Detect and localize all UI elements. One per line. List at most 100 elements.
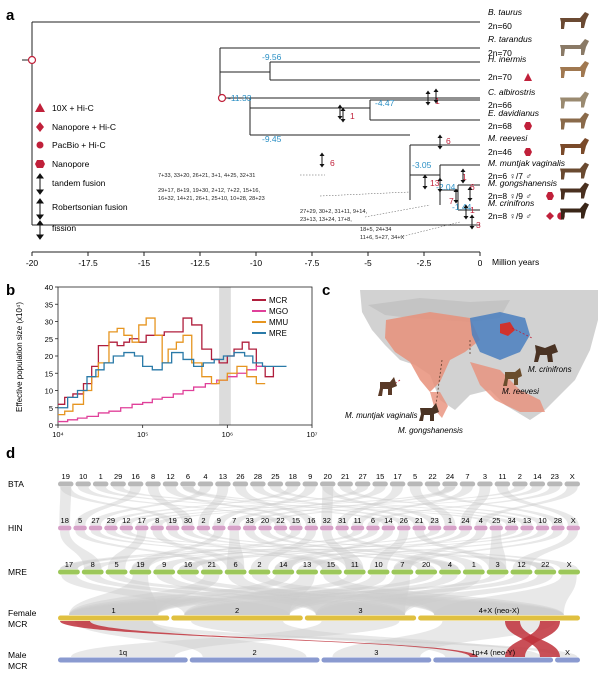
chromosome-bar (127, 481, 144, 487)
synteny-ribbon (179, 531, 455, 569)
chromosome-label: 4 (448, 560, 452, 569)
chromosome-label: 2 (253, 648, 257, 657)
event-count: 6 (446, 136, 451, 146)
karyotype-label: 2n=60 (488, 21, 512, 31)
chromosome-label: 18 (289, 472, 297, 481)
synteny-ribbon (60, 531, 102, 569)
neo-y-ribbon (505, 621, 560, 657)
axis-tick-label: -20 (26, 258, 39, 268)
chromosome-bar (92, 481, 109, 487)
chromosome-label: 22 (276, 516, 284, 525)
chromosome-label: 1 (448, 516, 452, 525)
animal-icon (560, 39, 589, 56)
y-tick-label: 5 (49, 404, 53, 413)
chromosome-label: 13 (523, 516, 531, 525)
event-arrow-head (425, 90, 431, 94)
chromosome-bar (529, 481, 546, 487)
chromosome-bar (555, 657, 580, 663)
distribution-map: M. crinifrons M. reevesi M. muntjak vagi… (345, 288, 598, 438)
panel-a-label: a (6, 7, 15, 24)
chromosome-label: 14 (384, 516, 392, 525)
chromosome-bar (320, 481, 336, 487)
event-arrow-head (422, 186, 428, 190)
synteny-ribbon (339, 487, 548, 525)
synteny-ribbon (337, 531, 483, 569)
karyotype-label: 2n=8 ♀/9 ♂ (488, 211, 532, 221)
animal-icon (560, 112, 589, 130)
chromosome-bar (273, 525, 288, 531)
synteny-ribbon (315, 575, 410, 615)
fusion-event-arrows (319, 88, 475, 230)
fusion-note: 27+29, 30+2, 31+11, 9+14, (300, 209, 368, 215)
axis-tick-label: 0 (478, 258, 483, 268)
chromosome-bar (73, 525, 87, 531)
synteny-ribbon (74, 621, 578, 657)
chromosome-label: 12 (122, 516, 130, 525)
neo-y-ribbon (60, 621, 478, 657)
animal-icon (560, 182, 589, 200)
synteny-ribbon (269, 487, 533, 525)
legend-label: MCR (269, 296, 287, 305)
chromosome-bar (224, 569, 247, 575)
karyotype-label: 2n=6 ♀/7 ♂ (488, 171, 532, 181)
chromosome-bar (504, 525, 519, 531)
chromosome-bar (474, 525, 488, 531)
synteny-ribbon (120, 487, 369, 525)
chromosome-label: 29 (114, 472, 122, 481)
time-axis: -20 -17.5 -15 -12.5 -10 -7.5 -5 -2.5 0 (26, 251, 483, 268)
synteny-ribbon (184, 575, 387, 615)
synteny-ribbon (182, 487, 410, 525)
synteny-ribbon (69, 575, 434, 615)
chromosome-label: 1p+4 (neo-Y) (471, 648, 515, 657)
animal-icon (560, 202, 589, 220)
synteny-ribbon (70, 621, 400, 657)
chromosome-bar (443, 525, 457, 531)
chromosome-bar (367, 569, 390, 575)
chromosome-bar (343, 569, 366, 575)
chromosome-label: 26 (400, 516, 408, 525)
series-line-mgo (58, 365, 266, 423)
chromosome-label: 9 (308, 472, 312, 481)
synteny-ribbon (496, 487, 579, 525)
chromosome-label: 7 (232, 516, 236, 525)
event-count: 13 (430, 178, 440, 188)
chromosome-label: 19 (136, 560, 144, 569)
legend-label: PacBio + Hi-C (52, 140, 106, 150)
chromosome-label: 11 (351, 560, 359, 569)
series-line-mre (58, 351, 287, 409)
y-tick-label: 0 (49, 421, 53, 430)
track-label: MCR (8, 661, 27, 671)
map-label: M. crinifrons (528, 365, 572, 374)
chromosome-label: 10 (538, 516, 546, 525)
chromosome-bar (459, 481, 476, 487)
range-crinifrons (500, 322, 515, 336)
chromosome-label: 17 (138, 516, 146, 525)
chromosome-label: 19 (62, 472, 70, 481)
event-arrow-head (437, 177, 443, 181)
synteny-ribbon (512, 531, 578, 569)
synteny-ribbon (69, 575, 220, 615)
karyotype-label: 2n=68 (488, 121, 512, 131)
chromosome-label: 25 (271, 472, 279, 481)
axis-tick-label: -17.5 (78, 258, 98, 268)
event-arrow-head (469, 226, 475, 230)
chromosome-bar (489, 525, 503, 531)
synteny-ribbon (108, 575, 564, 615)
chromosome-label: 5 (413, 472, 417, 481)
legend-label: 10X + Hi-C (52, 103, 94, 113)
chromosome-label: 27 (358, 472, 366, 481)
chromosome-bar (200, 569, 223, 575)
chromosome-bar (242, 525, 257, 531)
chromosome-bar (520, 525, 534, 531)
chromosome-bar (227, 525, 241, 531)
axis-label: Million years (492, 257, 539, 267)
axis-tick-label: -7.5 (305, 258, 320, 268)
deer-icon (378, 377, 397, 396)
chromosome-bar (267, 481, 284, 487)
chromosome-label: 15 (327, 560, 335, 569)
chromosome-bar (427, 525, 442, 531)
legend-label: MMU (269, 318, 288, 327)
chromosome-bar (289, 525, 303, 531)
chromosome-label: 27 (91, 516, 99, 525)
legend-panel-a: 10X + Hi-C Nanopore + Hi-C PacBio + Hi-C… (35, 103, 128, 240)
